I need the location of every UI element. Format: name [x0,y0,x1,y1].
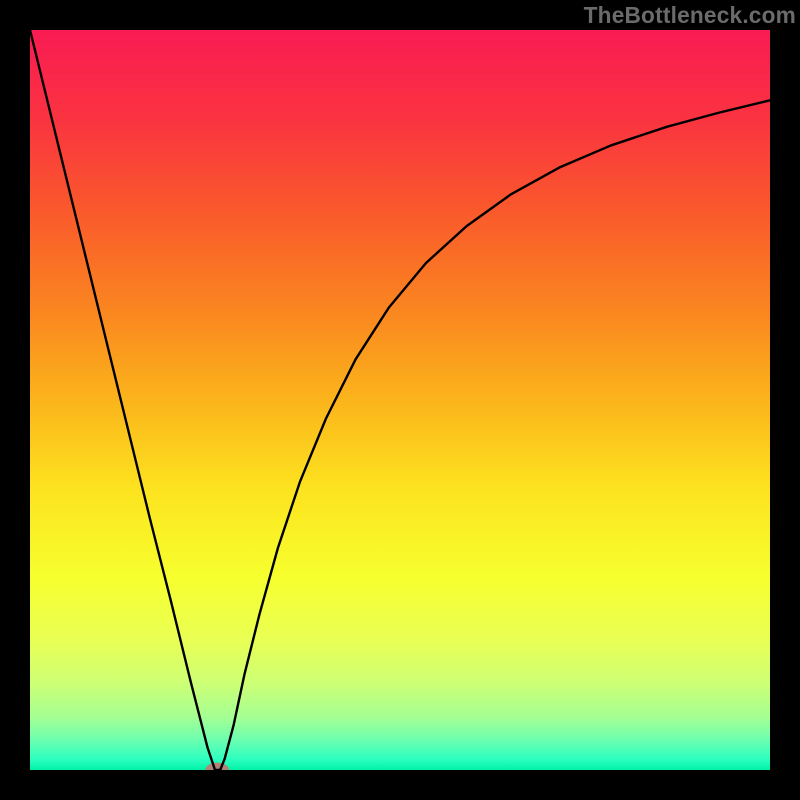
heatmap-background [30,30,770,770]
watermark: TheBottleneck.com [584,2,796,29]
frame: TheBottleneck.com [0,0,800,800]
frame-border-bottom [0,770,800,800]
frame-border-right [770,0,800,800]
plot-svg [30,30,770,770]
frame-border-left [0,0,30,800]
plot-area [30,30,770,770]
